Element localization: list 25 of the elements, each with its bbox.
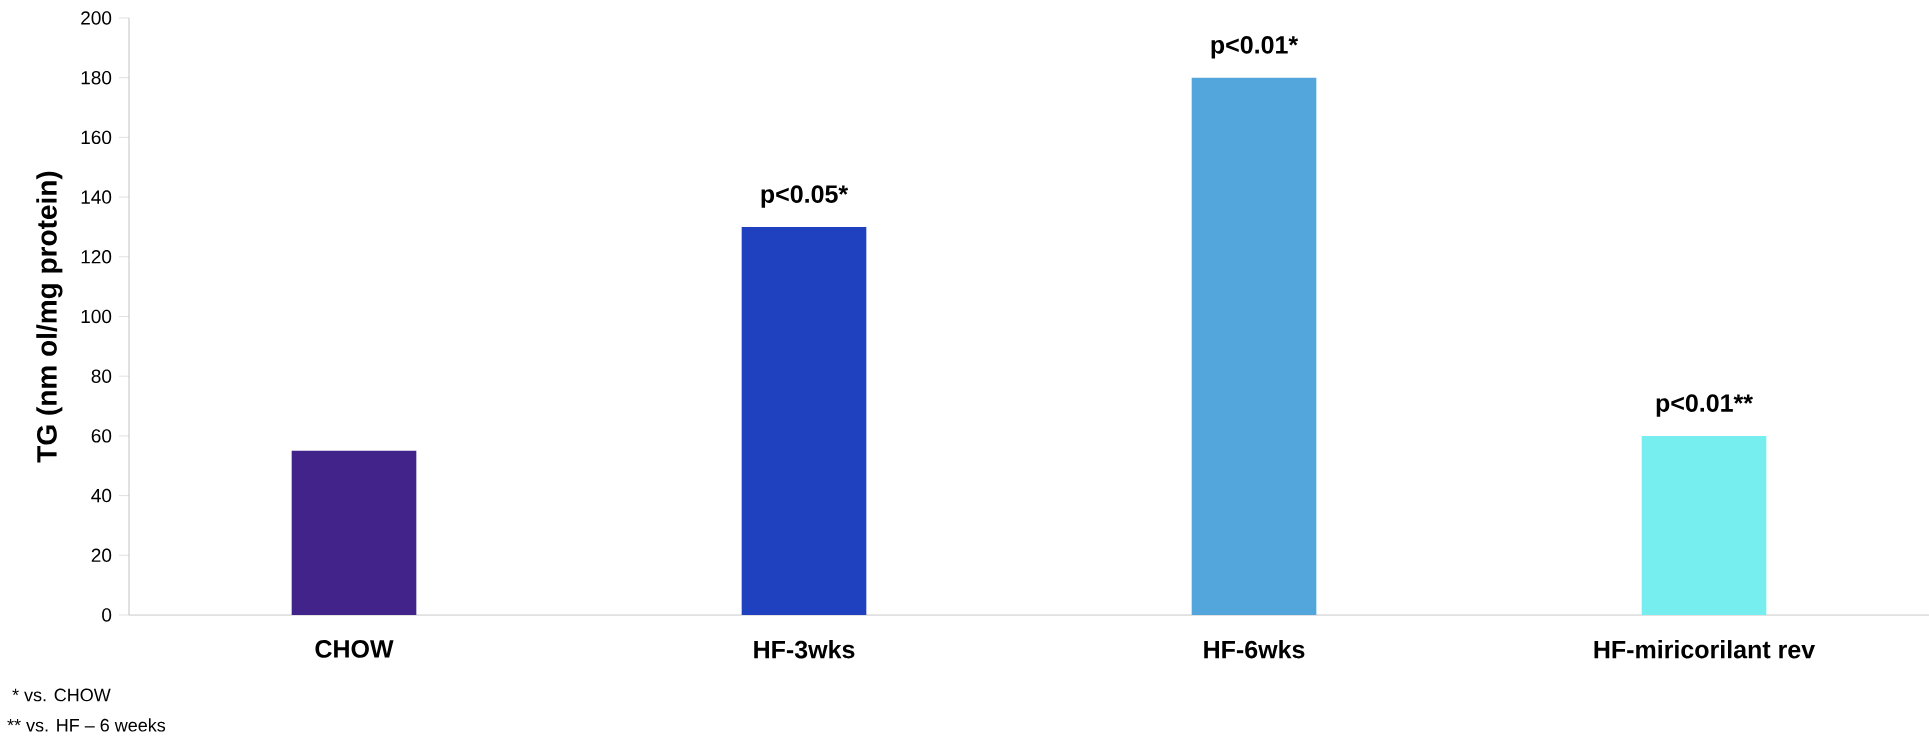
annotation: p<0.01* <box>1211 36 1299 59</box>
y-axis-title: TG (nm ol/mg protein) <box>36 171 63 463</box>
annotation: p<0.01** <box>1656 394 1753 417</box>
y-tick-label: 60 <box>91 429 112 443</box>
annotation: p<0.05* <box>761 185 849 208</box>
text: ** vs. HF – 6 weeks <box>7 718 166 732</box>
y-tick-label: 40 <box>91 488 112 503</box>
y-tick-label: 180 <box>81 70 112 85</box>
x-tick-label: HF-miricorilant rev <box>1594 640 1816 659</box>
x-tick-label: CHOW <box>315 640 394 658</box>
y-tick-label: 140 <box>81 190 112 204</box>
bar <box>1641 435 1767 615</box>
x-tick-label: HF-6wks <box>1204 640 1305 659</box>
y-tick-label: 20 <box>91 548 112 563</box>
bar <box>741 226 867 615</box>
y-tick-label: 80 <box>91 369 112 383</box>
bar <box>291 450 417 615</box>
y-tick-label: 120 <box>81 250 112 264</box>
y-tick-label: 160 <box>81 130 112 145</box>
x-tick-label: HF-3wks <box>754 640 855 659</box>
bar <box>1191 77 1317 615</box>
text: * vs. CHOW <box>12 688 111 702</box>
y-tick-label: 200 <box>81 11 112 25</box>
y-tick-label: 0 <box>102 608 112 622</box>
y-tick-label: 100 <box>81 309 112 324</box>
